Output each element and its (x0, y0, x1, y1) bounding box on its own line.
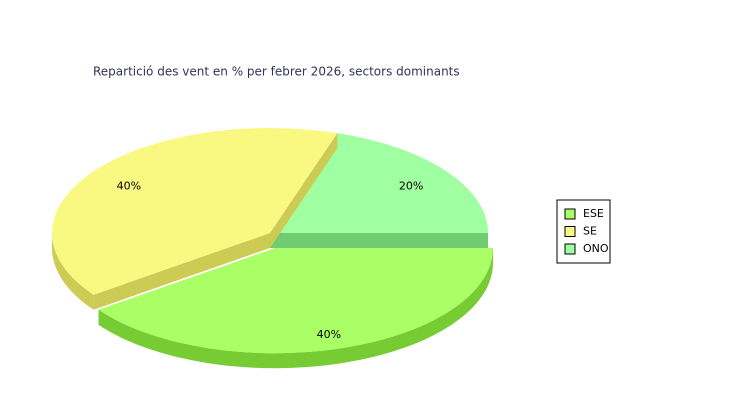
slice (52, 128, 338, 295)
legend-swatch (564, 208, 576, 220)
slice (98, 248, 493, 354)
slice-wall (270, 233, 488, 248)
data-label: 20% (399, 180, 423, 193)
legend-swatch (564, 243, 576, 255)
slice-side (52, 233, 94, 310)
legend-label: SE (583, 225, 597, 238)
slice-wall (270, 133, 338, 248)
slice-wall (93, 233, 270, 310)
slice-side (98, 248, 493, 369)
pie: 40% 40% 20% (52, 128, 493, 369)
legend-swatch (564, 226, 576, 237)
data-label: 40% (117, 180, 141, 193)
legend: ESE SE ONO (556, 199, 611, 264)
chart-title: Repartició des vent en % per febrer 2026… (93, 65, 460, 79)
data-label: 40% (317, 328, 341, 341)
legend-label: ONO (583, 242, 609, 255)
legend-label: ESE (583, 207, 604, 220)
